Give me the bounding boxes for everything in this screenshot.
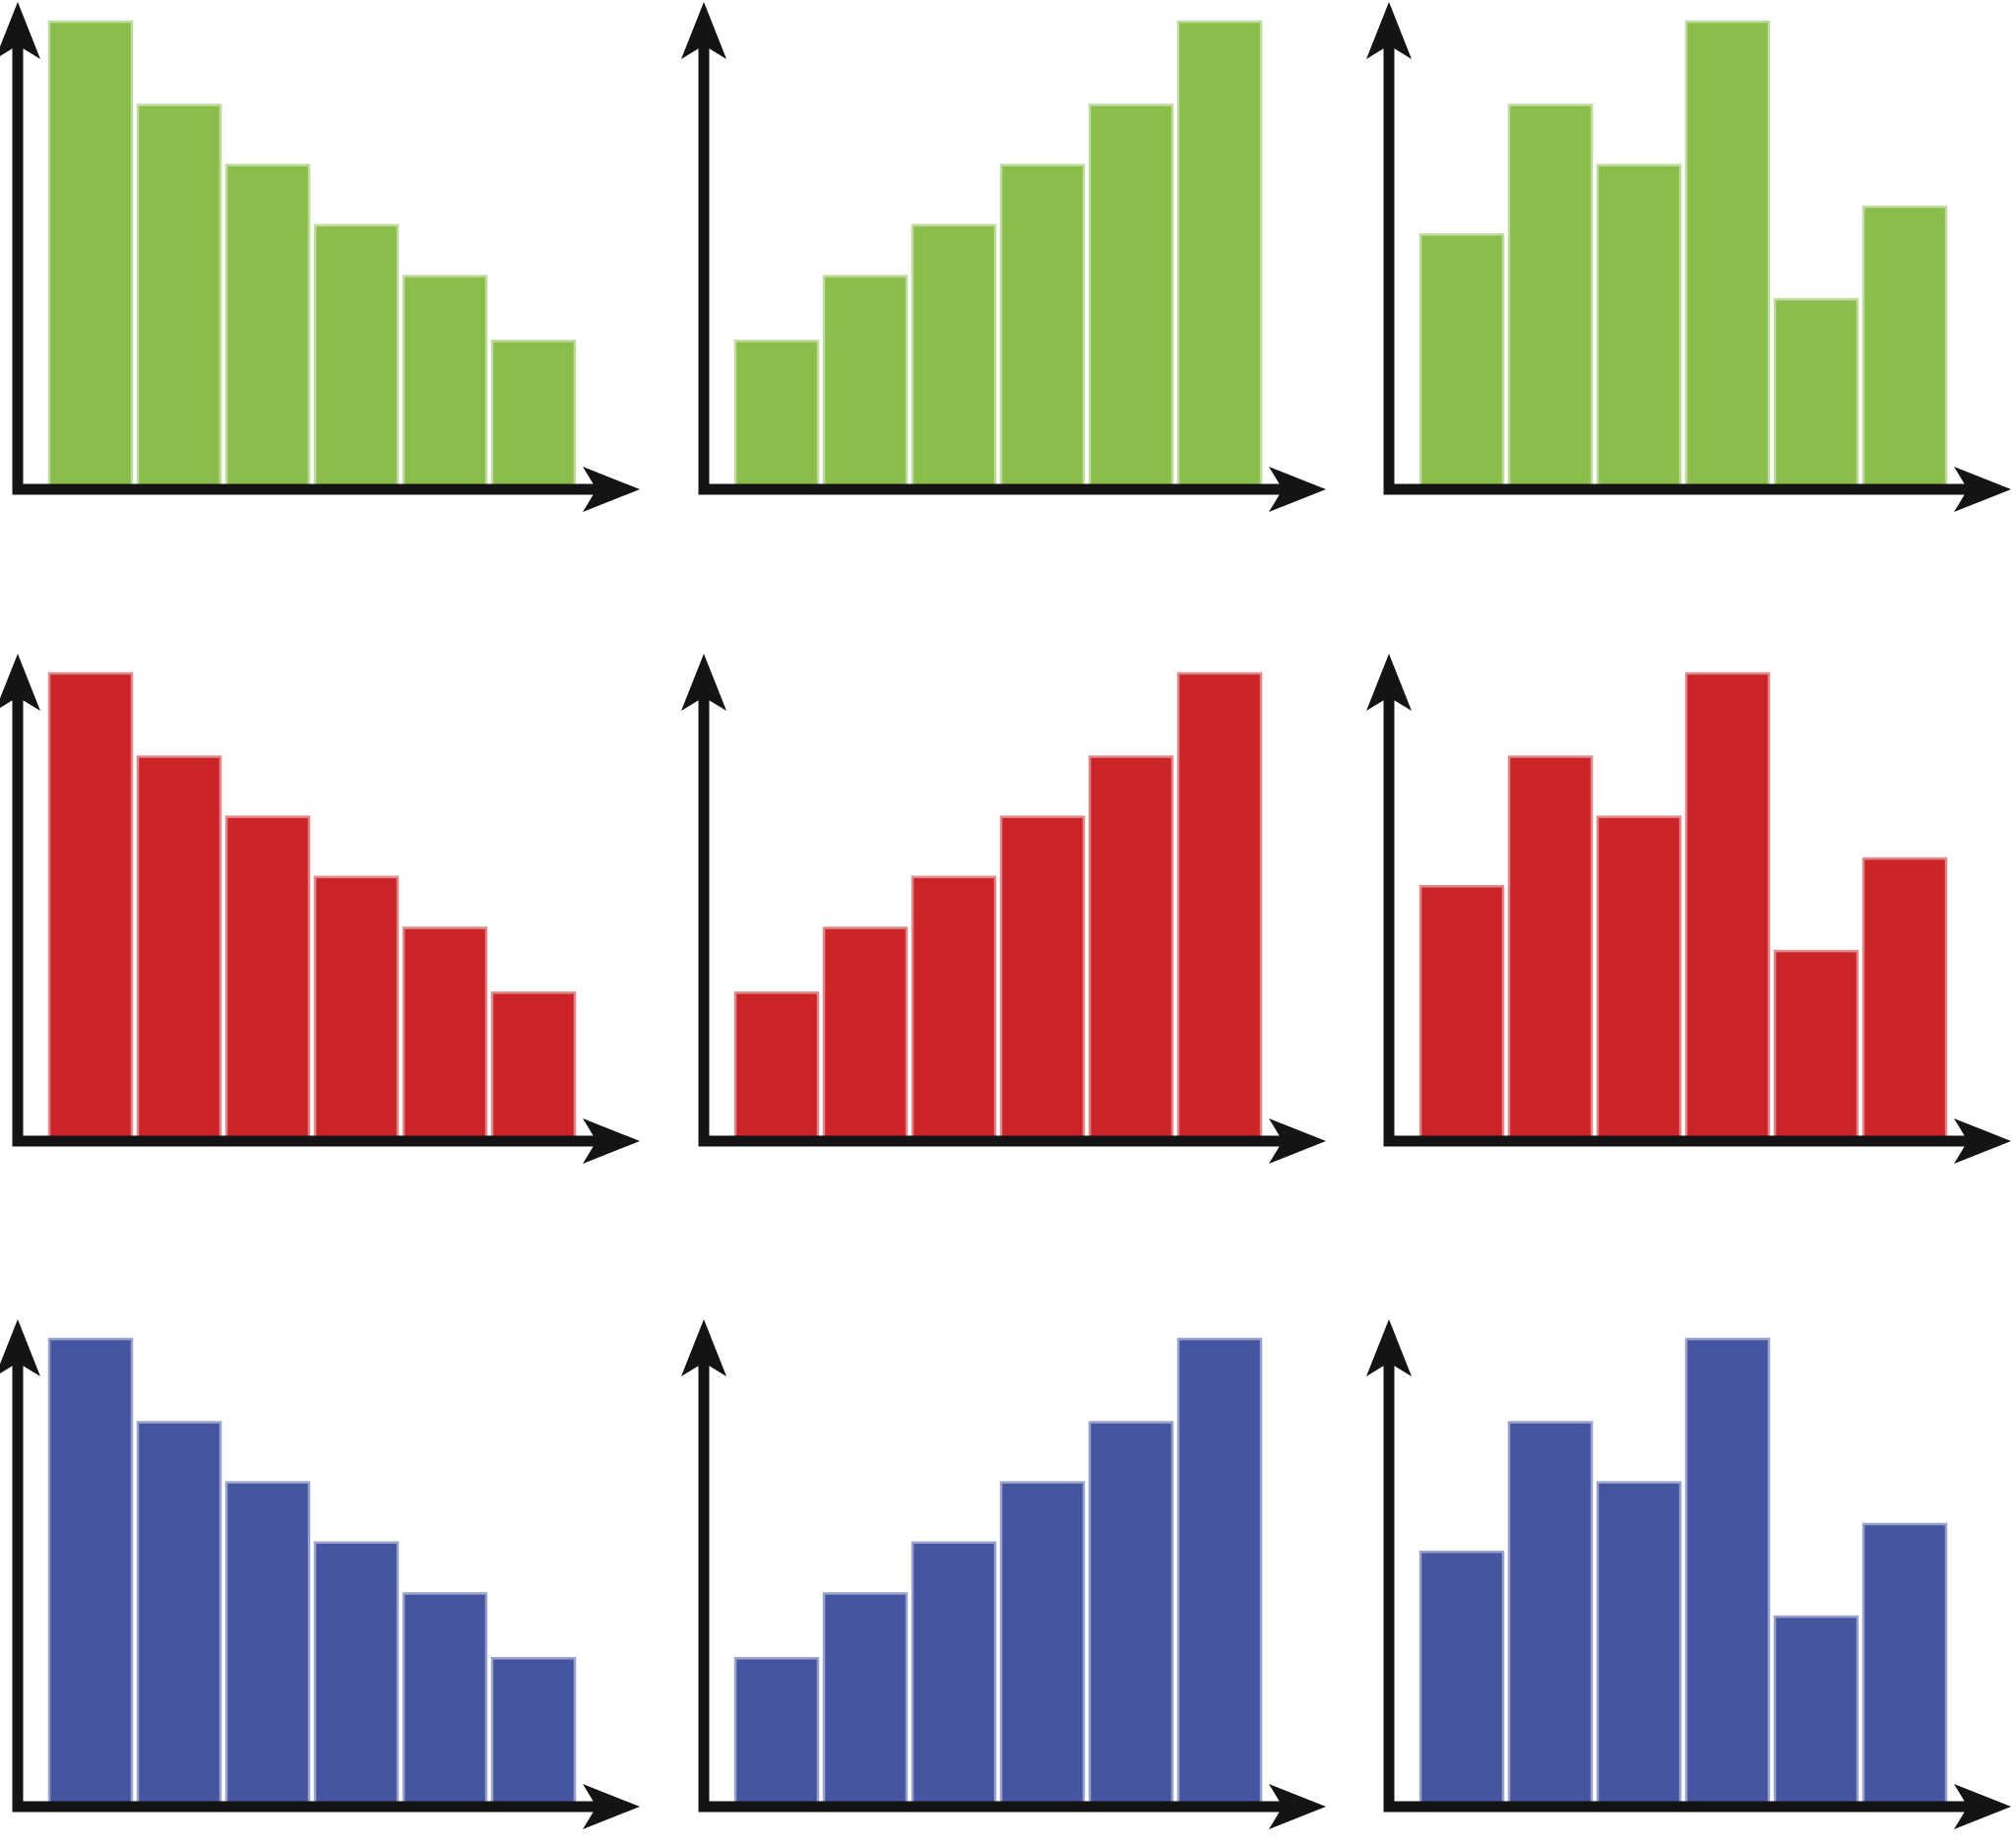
bar-3-blue-fluctuating bbox=[1596, 1481, 1682, 1807]
y-axis-arrow-icon bbox=[1366, 2, 1412, 59]
bar-5-red-fluctuating bbox=[1773, 949, 1859, 1141]
chart-svg-red-descending bbox=[0, 654, 640, 1164]
bar-1-red-descending bbox=[47, 671, 134, 1141]
chart-svg-blue-descending bbox=[0, 1319, 640, 1829]
chart-blue-fluctuating bbox=[1366, 1317, 2016, 1834]
bar-5-blue-ascending bbox=[1088, 1421, 1174, 1807]
x-axis-arrow-icon bbox=[583, 1784, 640, 1829]
bar-4-green-ascending bbox=[999, 163, 1086, 489]
bar-6-red-descending bbox=[490, 991, 577, 1141]
bar-3-blue-descending bbox=[224, 1481, 311, 1807]
bar-6-blue-ascending bbox=[1176, 1337, 1263, 1807]
chart-red-ascending bbox=[681, 652, 1331, 1169]
bar-1-blue-ascending bbox=[733, 1657, 820, 1807]
chart-svg-blue-ascending bbox=[681, 1319, 1326, 1829]
bar-5-blue-fluctuating bbox=[1773, 1615, 1859, 1807]
bar-4-green-fluctuating bbox=[1684, 20, 1771, 489]
y-axis-arrow-icon bbox=[0, 654, 40, 711]
chart-svg-green-fluctuating bbox=[1366, 2, 2011, 512]
y-axis-arrow-icon bbox=[681, 1319, 726, 1376]
bar-2-blue-fluctuating bbox=[1507, 1421, 1594, 1807]
chart-svg-blue-fluctuating bbox=[1366, 1319, 2011, 1829]
chart-green-descending bbox=[0, 0, 645, 517]
bar-3-red-descending bbox=[224, 815, 311, 1141]
chart-blue-descending bbox=[0, 1317, 645, 1834]
y-axis-arrow-icon bbox=[0, 1319, 40, 1376]
bar-3-green-ascending bbox=[911, 223, 997, 489]
chart-red-fluctuating bbox=[1366, 652, 2016, 1169]
x-axis-arrow-icon bbox=[1269, 1784, 1326, 1829]
y-axis-arrow-icon bbox=[1366, 654, 1412, 711]
bar-2-red-ascending bbox=[822, 926, 909, 1141]
bar-5-red-ascending bbox=[1088, 755, 1174, 1141]
bar-4-green-descending bbox=[313, 223, 400, 489]
chart-green-ascending bbox=[681, 0, 1331, 517]
bar-5-green-descending bbox=[402, 275, 488, 489]
bar-4-red-fluctuating bbox=[1684, 671, 1771, 1141]
bar-5-red-descending bbox=[402, 926, 488, 1141]
x-axis-arrow-icon bbox=[1269, 1118, 1326, 1164]
bar-3-red-fluctuating bbox=[1596, 815, 1682, 1141]
x-axis-arrow-icon bbox=[583, 467, 640, 512]
bar-6-green-descending bbox=[490, 340, 577, 489]
bar-3-green-fluctuating bbox=[1596, 163, 1682, 489]
bar-4-blue-descending bbox=[313, 1541, 400, 1807]
bar-6-red-ascending bbox=[1176, 671, 1263, 1141]
bar-5-green-fluctuating bbox=[1773, 297, 1859, 489]
bar-6-green-fluctuating bbox=[1861, 205, 1948, 489]
bar-2-red-descending bbox=[136, 755, 222, 1141]
bar-3-blue-ascending bbox=[911, 1541, 997, 1807]
chart-svg-green-ascending bbox=[681, 2, 1326, 512]
bar-4-red-ascending bbox=[999, 815, 1086, 1141]
y-axis-arrow-icon bbox=[1366, 1319, 1412, 1376]
bar-2-blue-ascending bbox=[822, 1592, 909, 1807]
chart-blue-ascending bbox=[681, 1317, 1331, 1834]
y-axis-arrow-icon bbox=[681, 2, 726, 59]
bar-6-blue-fluctuating bbox=[1861, 1522, 1948, 1807]
chart-svg-red-fluctuating bbox=[1366, 654, 2011, 1164]
bar-1-red-ascending bbox=[733, 991, 820, 1141]
chart-svg-red-ascending bbox=[681, 654, 1326, 1164]
bar-2-red-fluctuating bbox=[1507, 755, 1594, 1141]
bar-2-blue-descending bbox=[136, 1421, 222, 1807]
bar-3-red-ascending bbox=[911, 875, 997, 1141]
chart-svg-green-descending bbox=[0, 2, 640, 512]
bar-4-blue-fluctuating bbox=[1684, 1337, 1771, 1807]
bar-2-green-ascending bbox=[822, 275, 909, 489]
bar-1-green-fluctuating bbox=[1418, 232, 1505, 489]
bar-5-blue-descending bbox=[402, 1592, 488, 1807]
chart-green-fluctuating bbox=[1366, 0, 2016, 517]
x-axis-arrow-icon bbox=[1954, 1118, 2011, 1164]
bar-4-red-descending bbox=[313, 875, 400, 1141]
bar-3-green-descending bbox=[224, 163, 311, 489]
bar-1-blue-descending bbox=[47, 1337, 134, 1807]
y-axis-arrow-icon bbox=[0, 2, 40, 59]
bar-1-green-ascending bbox=[733, 340, 820, 489]
x-axis-arrow-icon bbox=[1269, 467, 1326, 512]
x-axis-arrow-icon bbox=[583, 1118, 640, 1164]
bar-1-red-fluctuating bbox=[1418, 884, 1505, 1141]
bar-2-green-fluctuating bbox=[1507, 103, 1594, 489]
y-axis-arrow-icon bbox=[681, 654, 726, 711]
bar-5-green-ascending bbox=[1088, 103, 1174, 489]
x-axis-arrow-icon bbox=[1954, 467, 2011, 512]
bar-6-red-fluctuating bbox=[1861, 857, 1948, 1141]
chart-red-descending bbox=[0, 652, 645, 1169]
bar-1-blue-fluctuating bbox=[1418, 1550, 1505, 1807]
bar-1-green-descending bbox=[47, 20, 134, 489]
bar-2-green-descending bbox=[136, 103, 222, 489]
bar-4-blue-ascending bbox=[999, 1481, 1086, 1807]
bar-6-green-ascending bbox=[1176, 20, 1263, 489]
x-axis-arrow-icon bbox=[1954, 1784, 2011, 1829]
bar-6-blue-descending bbox=[490, 1657, 577, 1807]
